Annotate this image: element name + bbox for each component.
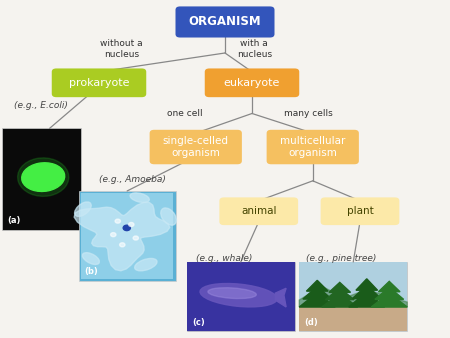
Text: (e.g., whale): (e.g., whale) xyxy=(196,254,252,263)
Polygon shape xyxy=(329,282,351,292)
Text: (b): (b) xyxy=(84,267,98,276)
Polygon shape xyxy=(378,281,400,292)
FancyBboxPatch shape xyxy=(81,193,173,279)
Polygon shape xyxy=(352,285,381,298)
Polygon shape xyxy=(74,202,170,271)
Text: multicellular
organism: multicellular organism xyxy=(280,136,346,158)
Polygon shape xyxy=(303,286,332,299)
Text: one cell: one cell xyxy=(166,109,202,118)
Polygon shape xyxy=(306,280,328,291)
Text: (e.g., pine tree): (e.g., pine tree) xyxy=(306,254,376,263)
Circle shape xyxy=(120,243,125,247)
FancyBboxPatch shape xyxy=(52,68,146,97)
FancyBboxPatch shape xyxy=(176,6,274,38)
Ellipse shape xyxy=(135,259,157,271)
Circle shape xyxy=(115,219,121,223)
Polygon shape xyxy=(371,293,407,307)
Ellipse shape xyxy=(130,193,149,202)
Text: plant: plant xyxy=(346,206,374,216)
Ellipse shape xyxy=(161,208,176,225)
Circle shape xyxy=(123,225,130,231)
Text: without a
nucleus: without a nucleus xyxy=(100,39,143,59)
Polygon shape xyxy=(349,292,385,307)
Text: eukaryote: eukaryote xyxy=(224,78,280,88)
FancyBboxPatch shape xyxy=(2,128,81,230)
Text: with a
nucleus: with a nucleus xyxy=(237,39,272,59)
Ellipse shape xyxy=(82,253,99,264)
FancyBboxPatch shape xyxy=(320,197,400,225)
Ellipse shape xyxy=(22,163,65,191)
FancyBboxPatch shape xyxy=(187,262,295,331)
Polygon shape xyxy=(322,294,358,307)
FancyBboxPatch shape xyxy=(79,191,176,281)
Text: (d): (d) xyxy=(305,317,319,327)
FancyBboxPatch shape xyxy=(187,262,295,331)
Polygon shape xyxy=(356,279,378,290)
Text: animal: animal xyxy=(241,206,276,216)
FancyBboxPatch shape xyxy=(299,307,407,331)
FancyBboxPatch shape xyxy=(205,68,299,97)
Text: ORGANISM: ORGANISM xyxy=(189,16,261,28)
Polygon shape xyxy=(299,286,407,307)
Ellipse shape xyxy=(75,202,91,216)
FancyBboxPatch shape xyxy=(299,262,407,331)
Text: (e.g., E.coli): (e.g., E.coli) xyxy=(14,101,68,110)
Ellipse shape xyxy=(208,288,256,298)
Polygon shape xyxy=(275,288,286,307)
FancyBboxPatch shape xyxy=(219,197,298,225)
Text: single-celled
organism: single-celled organism xyxy=(163,136,229,158)
Circle shape xyxy=(111,233,116,237)
Polygon shape xyxy=(375,287,404,299)
Polygon shape xyxy=(325,288,354,300)
Text: (c): (c) xyxy=(192,317,205,327)
Circle shape xyxy=(129,222,134,226)
Ellipse shape xyxy=(18,158,69,196)
FancyBboxPatch shape xyxy=(266,130,359,164)
Text: many cells: many cells xyxy=(284,109,333,118)
Circle shape xyxy=(133,236,139,240)
Text: (a): (a) xyxy=(8,216,21,225)
Polygon shape xyxy=(299,293,335,307)
Text: (e.g., Amoeba): (e.g., Amoeba) xyxy=(99,175,166,184)
Ellipse shape xyxy=(200,284,277,307)
FancyBboxPatch shape xyxy=(149,130,242,164)
FancyBboxPatch shape xyxy=(299,262,407,307)
Text: prokaryote: prokaryote xyxy=(69,78,129,88)
